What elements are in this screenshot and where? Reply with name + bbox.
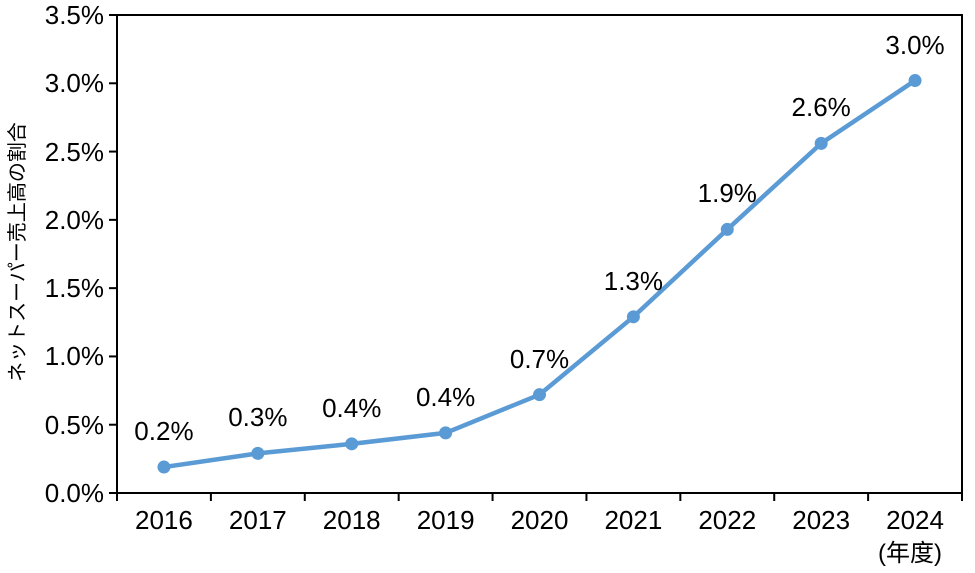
data-point-marker [908, 74, 922, 88]
data-point-marker [720, 222, 734, 236]
data-point-marker [251, 446, 265, 460]
data-label: 2.6% [791, 92, 851, 123]
x-tick-label: 2024 [886, 505, 944, 535]
data-point-marker [533, 388, 546, 402]
data-label: 0.4% [322, 392, 382, 423]
data-label: 0.3% [228, 402, 288, 433]
y-tick-label: 3.5% [44, 0, 104, 30]
y-tick-label: 1.0% [44, 341, 104, 372]
data-point-marker [814, 136, 828, 150]
y-tick-label: 0.0% [44, 478, 104, 508]
y-tick-label: 2.0% [44, 204, 104, 235]
x-tick-label: 2023 [792, 505, 851, 535]
data-point-marker [626, 310, 640, 324]
x-tick-label: 2019 [416, 505, 475, 535]
y-tick-label: 1.5% [44, 273, 104, 304]
y-tick-label: 0.5% [44, 409, 104, 440]
data-label: 1.3% [603, 265, 664, 296]
x-axis-unit-label: (年度) [878, 540, 942, 567]
y-tick-label: 3.0% [44, 68, 104, 99]
plot-border [116, 14, 963, 494]
data-label: 1.9% [697, 178, 757, 209]
x-tick-label: 2022 [698, 505, 757, 535]
data-label: 0.4% [415, 381, 476, 412]
data-label: 0.7% [509, 343, 570, 374]
x-tick-label: 2021 [604, 505, 663, 535]
x-tick-label: 2016 [135, 505, 193, 535]
x-tick-label: 2020 [510, 505, 569, 535]
data-point-marker [157, 460, 171, 474]
data-label: 0.2% [134, 416, 194, 447]
data-point-marker [345, 437, 359, 451]
data-point-marker [439, 426, 453, 440]
x-tick-label: 2017 [228, 505, 287, 535]
data-label: 3.0% [885, 29, 945, 60]
x-tick-label: 2018 [322, 505, 381, 535]
y-tick-label: 2.5% [44, 136, 104, 167]
